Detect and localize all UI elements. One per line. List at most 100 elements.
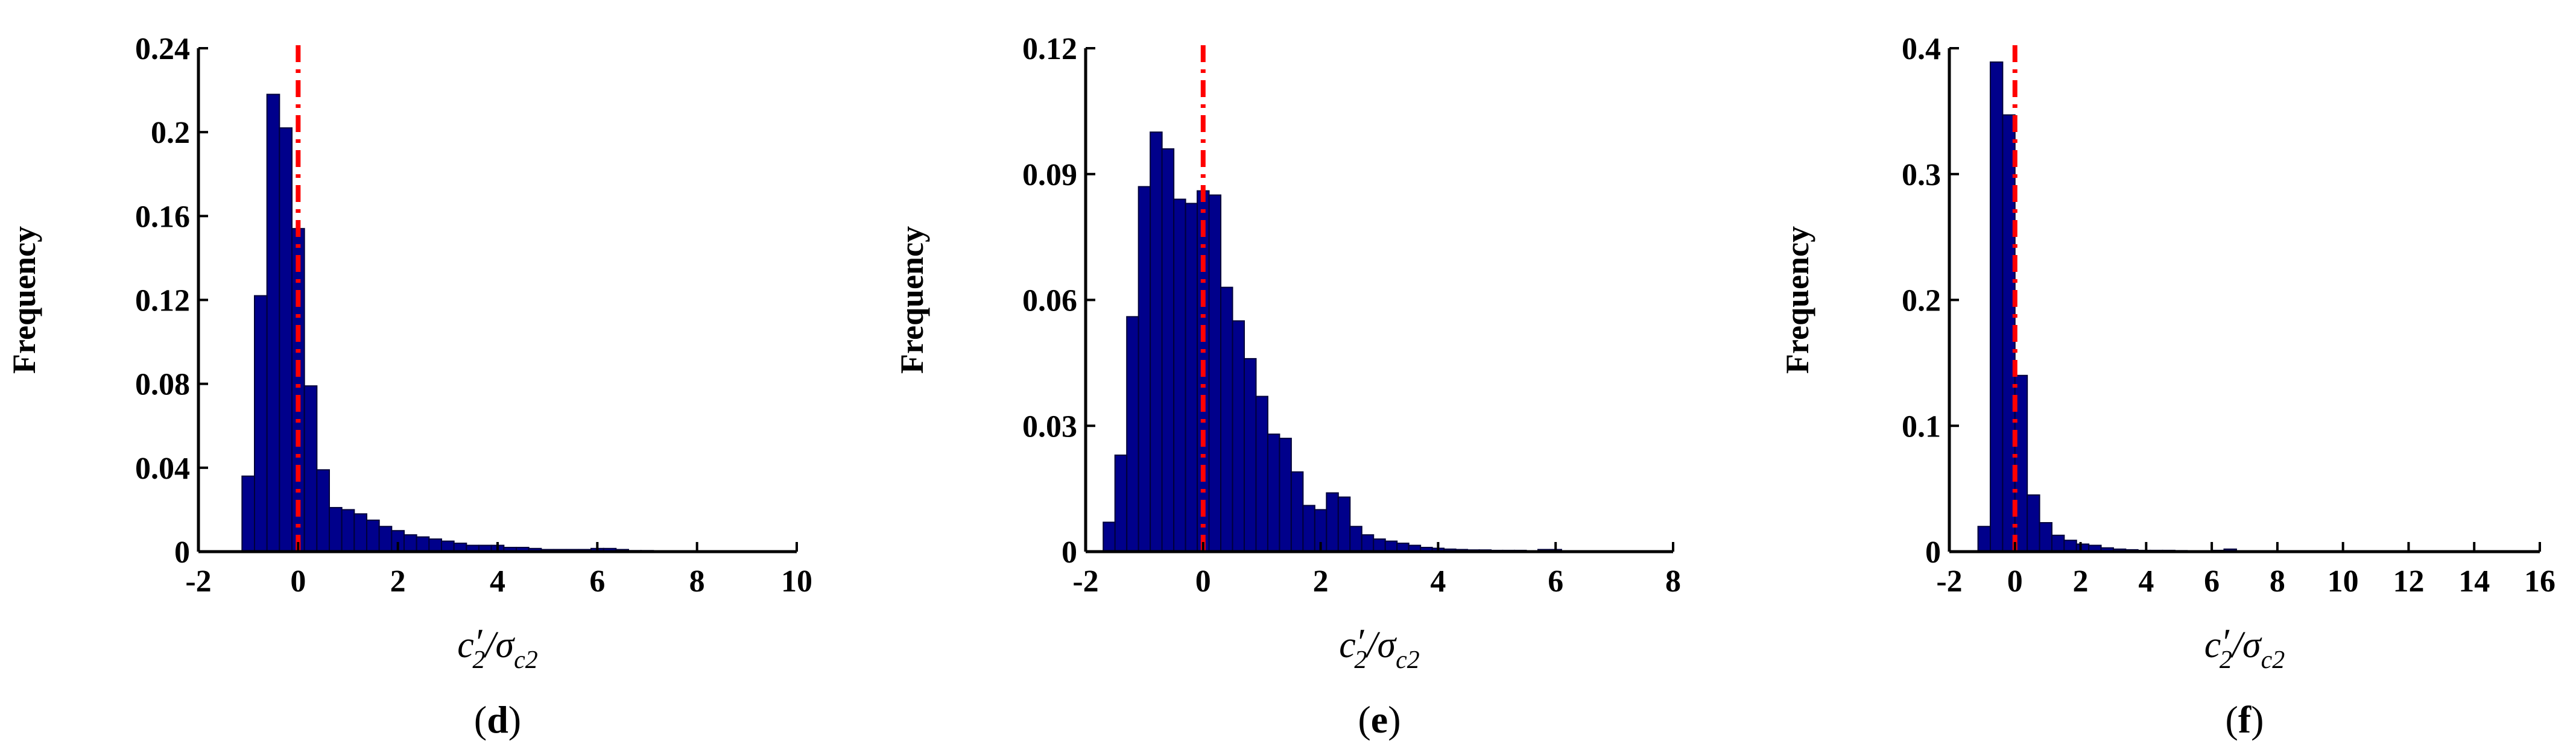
histogram-bars	[1103, 131, 1574, 553]
histogram-bar	[1384, 540, 1398, 553]
histogram-bar	[2063, 540, 2077, 553]
y-tick-label: 0.2	[151, 116, 190, 150]
histogram-bar	[1232, 320, 1245, 553]
x-tick-label: 0	[290, 564, 306, 599]
histogram-bar	[1185, 203, 1198, 553]
x-tick-label: 6	[2204, 564, 2220, 599]
histogram-bar	[1161, 148, 1175, 552]
y-axis-label: Frequency	[1779, 226, 1815, 374]
histogram-bar	[241, 475, 256, 552]
histogram-bar	[266, 93, 280, 552]
histogram-bar	[1173, 198, 1186, 552]
panel-label: (e)	[1358, 698, 1400, 741]
histogram-bar	[1349, 526, 1362, 552]
histogram-bar	[2027, 494, 2040, 552]
histogram-bar	[1267, 433, 1280, 553]
histogram-bar	[1103, 522, 1116, 553]
x-tick-label: 4	[1430, 564, 1446, 599]
x-tick-label: 16	[2524, 564, 2555, 599]
histogram-bar	[1989, 61, 2004, 552]
x-tick-label: 2	[2073, 564, 2089, 599]
histogram-bar	[254, 295, 268, 552]
histogram-bar	[1243, 358, 1257, 553]
histogram-bar	[1279, 438, 1292, 552]
x-tick-label: -2	[1936, 564, 1962, 599]
x-axis-label: c′2/σc2	[1339, 622, 1420, 674]
histogram-bar	[1290, 471, 1304, 553]
x-tick-label: 14	[2458, 564, 2490, 599]
histogram-bar	[353, 513, 367, 552]
y-tick-label: 0.4	[1902, 32, 1941, 66]
histogram-bars	[241, 93, 754, 553]
histogram-bar	[403, 534, 417, 553]
x-tick-label: -2	[1072, 564, 1098, 599]
histogram-bar	[1220, 286, 1233, 552]
histogram-bar	[1337, 496, 1351, 553]
histogram-bar	[303, 385, 318, 552]
x-tick-label: 2	[1313, 564, 1329, 599]
histogram-bar	[1150, 131, 1163, 552]
histogram-bar	[329, 506, 343, 552]
histogram-bar	[1302, 505, 1315, 552]
y-tick-label: 0	[1925, 535, 1941, 570]
x-tick-label: 10	[781, 564, 812, 599]
histogram-bar	[1361, 534, 1375, 553]
histogram-bar	[316, 469, 330, 552]
y-tick-label: 0.09	[1022, 158, 1077, 192]
x-tick-label: 8	[1665, 564, 1681, 599]
x-tick-label: 0	[1195, 564, 1211, 599]
histogram-bar	[1977, 526, 1991, 552]
panel-label: (f)	[2226, 698, 2264, 741]
y-tick-label: 0.16	[135, 200, 190, 234]
y-tick-label: 0.04	[135, 452, 190, 486]
y-tick-label: 0.12	[135, 284, 190, 318]
y-tick-label: 0.12	[1022, 32, 1077, 66]
y-tick-label: 0.06	[1022, 284, 1077, 318]
histogram-bar	[341, 509, 355, 553]
y-tick-label: 0.03	[1022, 409, 1077, 444]
x-tick-label: 12	[2393, 564, 2424, 599]
histogram-bar	[2039, 522, 2052, 552]
y-tick-label: 0.1	[1902, 409, 1941, 444]
y-tick-label: 0	[1062, 535, 1077, 570]
histogram-bar	[1255, 395, 1268, 553]
histogram-bar	[1138, 186, 1151, 552]
chart-panel-f: -2 0 2 4 6 8 10 12 14 1600.10.20.30.4Frequencyc′2…	[1779, 32, 2555, 741]
x-tick-label: 6	[589, 564, 605, 599]
histogram-bar	[428, 538, 442, 552]
y-axis-label: Frequency	[6, 226, 42, 374]
histogram-bar	[279, 127, 293, 553]
y-tick-label: 0.2	[1902, 284, 1941, 318]
histogram-bars	[1977, 61, 2348, 553]
histogram-bar	[441, 540, 455, 553]
y-tick-label: 0.08	[135, 368, 190, 402]
panel-label: (d)	[474, 698, 521, 741]
histogram-bar	[1326, 492, 1339, 552]
x-tick-label: -2	[185, 564, 211, 599]
histogram-bar	[366, 519, 380, 552]
x-tick-label: 0	[2007, 564, 2023, 599]
x-tick-label: 10	[2328, 564, 2359, 599]
y-tick-label: 0.3	[1902, 158, 1941, 192]
x-tick-label: 8	[689, 564, 705, 599]
x-tick-label: 4	[490, 564, 505, 599]
chart-panel-d: -2 0 2 4 6 8 1000.040.080.120.160.20.24Frequen…	[6, 32, 812, 741]
x-tick-label: 2	[390, 564, 406, 599]
histogram-bar	[1126, 316, 1139, 552]
y-axis-label: Frequency	[894, 226, 930, 374]
histogram-bar	[2051, 534, 2065, 552]
histogram-bar	[416, 536, 430, 552]
histogram-bar	[1114, 454, 1128, 552]
y-tick-label: 0.24	[135, 32, 190, 66]
y-tick-label: 0	[174, 535, 190, 570]
x-tick-label: 4	[2138, 564, 2154, 599]
histogram-bar	[1373, 538, 1386, 552]
x-axis-label: c′2/σc2	[457, 622, 538, 674]
x-axis-label: c′2/σc2	[2204, 622, 2285, 674]
histogram-bar	[1208, 194, 1222, 552]
x-tick-label: 6	[1548, 564, 1563, 599]
histogram-bar	[378, 526, 393, 552]
chart-panel-e: -2 0 2 4 6 800.030.060.090.12Frequencyc′2/σc2…	[894, 32, 1681, 741]
x-tick-label: 8	[2270, 564, 2285, 599]
